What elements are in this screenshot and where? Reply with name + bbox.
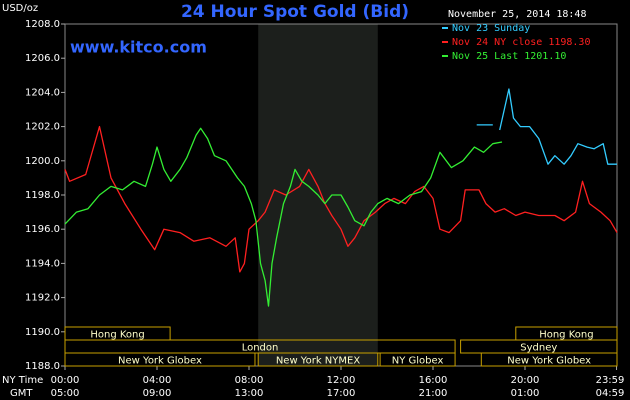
- x-tick-label: 08:00: [235, 375, 264, 386]
- y-tick-label: 1190.0: [25, 327, 60, 338]
- series-line: [476, 88, 617, 165]
- x-tick-label: 04:00: [143, 375, 172, 386]
- legend-label: Nov 24 NY close 1198.30: [452, 37, 590, 48]
- session-label: New York NYMEX: [276, 356, 361, 367]
- legend-label: Nov 23 Sunday: [452, 23, 530, 34]
- series-line: [64, 127, 503, 307]
- session-box: [480, 352, 618, 367]
- session-box: [379, 352, 456, 367]
- session-label: New York Globex: [118, 356, 202, 367]
- x-tick-label: 12:00: [327, 375, 356, 386]
- x2-tick-label: 17:00: [327, 388, 356, 399]
- x2-tick-label: 13:00: [235, 388, 264, 399]
- session-label: NY Globex: [392, 356, 444, 367]
- chart-title: 24 Hour Spot Gold (Bid): [181, 2, 409, 22]
- y-tick-label: 1204.0: [25, 87, 60, 98]
- y-tick-label: 1200.0: [25, 156, 60, 167]
- y-tick-label: 1198.0: [25, 190, 60, 201]
- x-tick-label: 00:00: [51, 375, 80, 386]
- session-box: [257, 352, 379, 367]
- x2-tick-label: 05:00: [51, 388, 80, 399]
- legend-label: Nov 25 Last 1201.10: [452, 51, 566, 62]
- session-box: [64, 352, 256, 367]
- y-tick-label: 1196.0: [25, 224, 60, 235]
- session-label: Hong Kong: [539, 330, 593, 341]
- y-tick-label: 1202.0: [25, 122, 60, 133]
- watermark: www.kitco.com: [70, 38, 207, 57]
- y-tick-label: 1192.0: [25, 293, 60, 304]
- timestamp: November 25, 2014 18:48: [448, 9, 586, 20]
- y-tick-label: 1188.0: [25, 361, 60, 372]
- y-tick-label: 1208.0: [25, 19, 60, 30]
- session-label: Hong Kong: [90, 330, 144, 341]
- x-tick-label: 16:00: [419, 375, 448, 386]
- x-tick-label: 20:00: [511, 375, 540, 386]
- session-label: London: [242, 343, 279, 354]
- series-line: [64, 125, 618, 273]
- y-tick-label: 1206.0: [25, 53, 60, 64]
- x-axis-label: NY Time: [2, 375, 43, 386]
- x2-tick-label: 09:00: [143, 388, 172, 399]
- x2-tick-label: 01:00: [511, 388, 540, 399]
- x2-axis-label: GMT: [10, 388, 33, 399]
- session-label: New York Globex: [507, 356, 591, 367]
- x2-tick-label: 04:59: [596, 388, 625, 399]
- y-tick-label: 1194.0: [25, 258, 60, 269]
- session-label: Sydney: [520, 343, 557, 354]
- x-tick-label: 23:59: [596, 375, 625, 386]
- y-axis-label: USD/oz: [2, 3, 38, 14]
- x2-tick-label: 21:00: [419, 388, 448, 399]
